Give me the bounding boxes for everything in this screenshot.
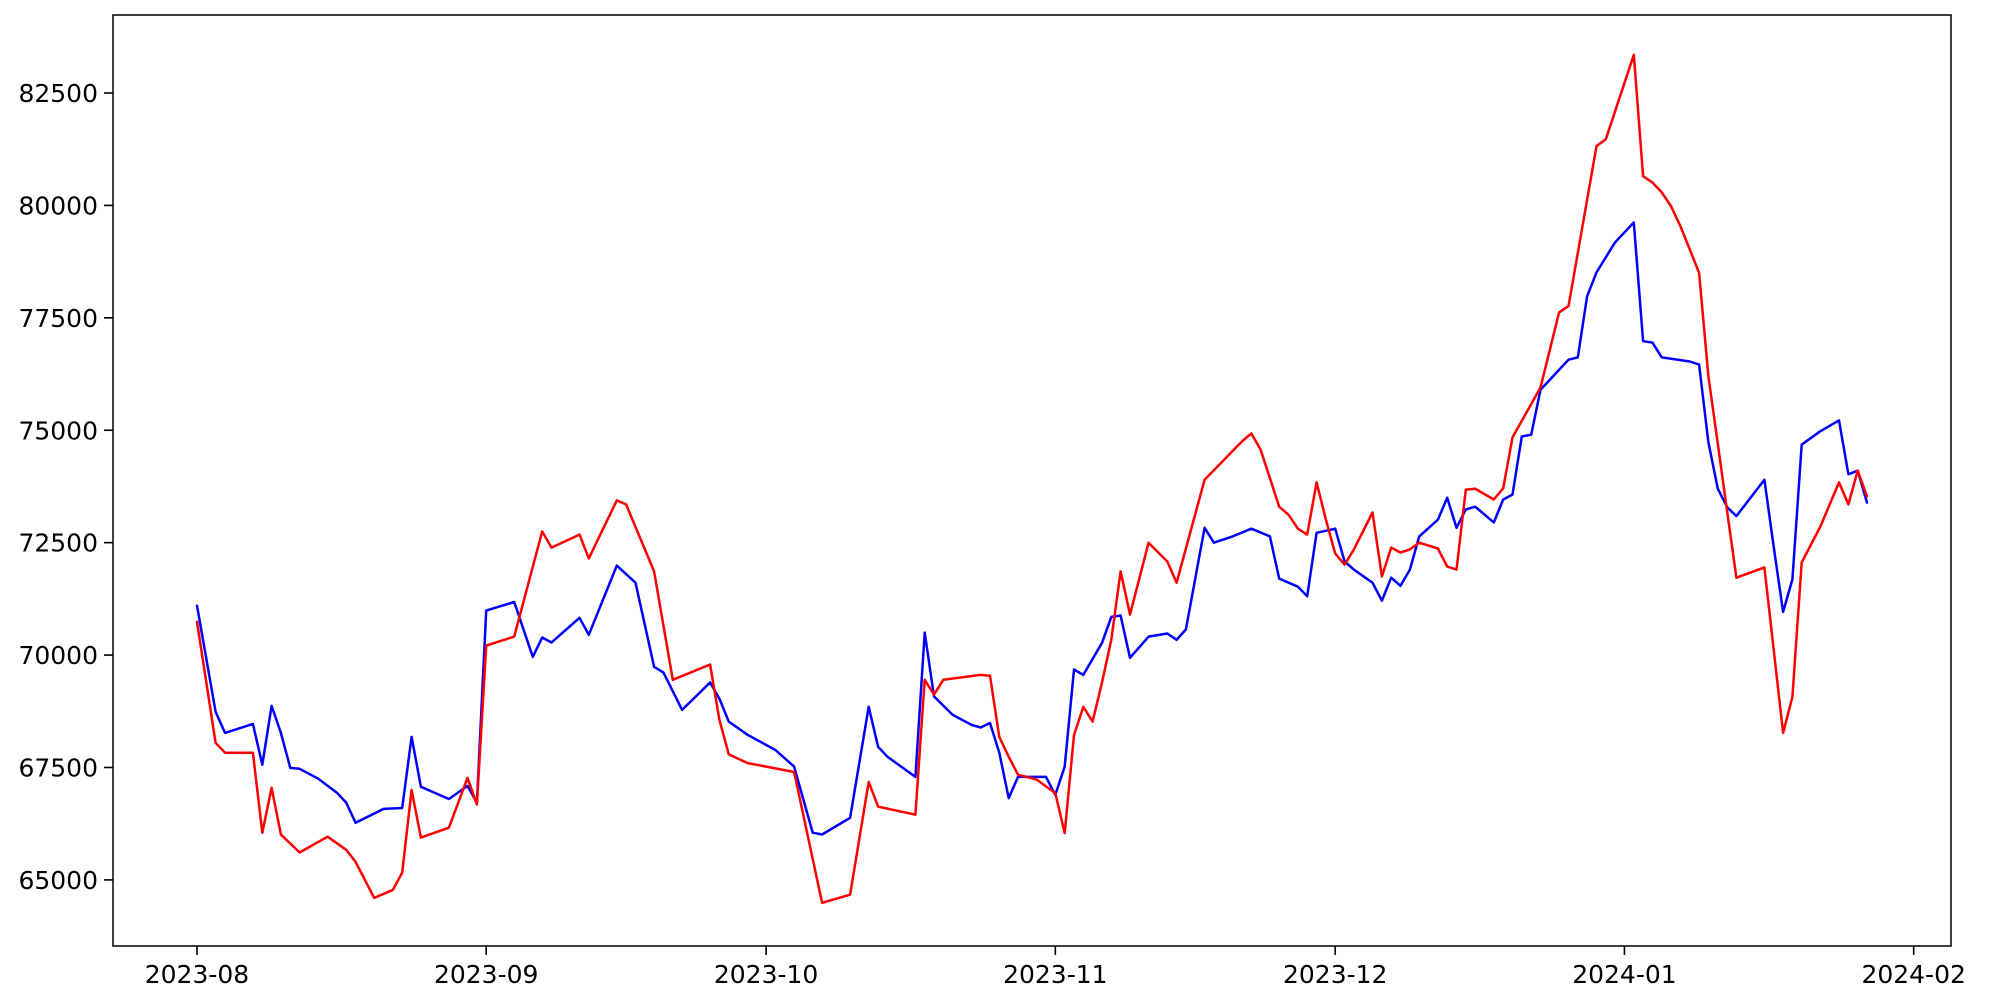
y-tick-label: 75000 — [18, 416, 98, 445]
y-tick-label: 80000 — [18, 191, 98, 220]
plot-frame — [112, 14, 1952, 947]
y-tick-label: 72500 — [18, 529, 98, 558]
x-tick-label: 2023-11 — [1003, 960, 1107, 989]
x-tick-label: 2024-01 — [1572, 960, 1676, 989]
y-tick-label: 77500 — [18, 304, 98, 333]
x-tick-label: 2023-09 — [434, 960, 538, 989]
y-tick-label: 67500 — [18, 753, 98, 782]
series-red-line — [195, 53, 1869, 905]
y-tick-label: 70000 — [18, 641, 98, 670]
x-tick-label: 2023-10 — [714, 960, 818, 989]
x-tick-label: 2023-12 — [1283, 960, 1387, 989]
y-tick-label: 82500 — [18, 79, 98, 108]
x-tick-label: 2024-02 — [1861, 960, 1965, 989]
x-tick-label: 2023-08 — [145, 960, 249, 989]
y-tick-label: 65000 — [18, 866, 98, 895]
series-blue-line — [195, 221, 1869, 836]
